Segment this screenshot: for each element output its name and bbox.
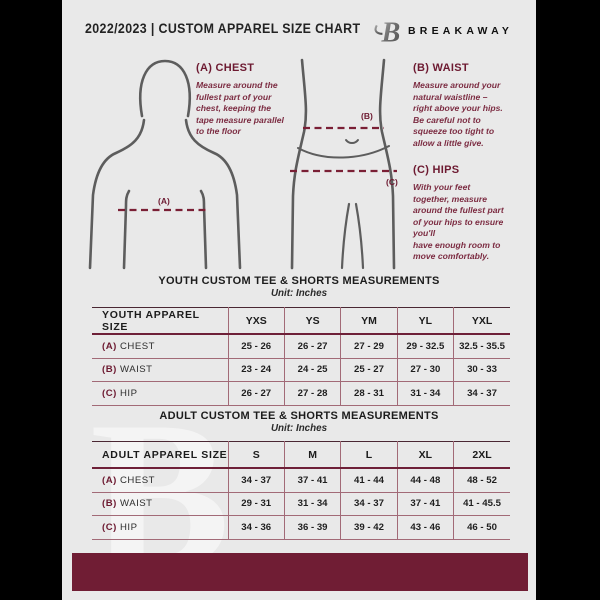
youth-table-unit: Unit: Inches xyxy=(270,288,328,299)
row-name: HIP xyxy=(116,387,138,399)
cell: 48 - 52 xyxy=(453,468,510,492)
cell: 26 - 27 xyxy=(283,334,341,358)
cell: 34 - 36 xyxy=(227,515,285,539)
youth-size-label: YOUTH APPAREL SIZE xyxy=(102,308,200,333)
youth-table-title: YOUTH CUSTOM TEE & SHORTS MEASUREMENTS xyxy=(158,275,440,287)
cell: 29 - 32.5 xyxy=(396,334,454,358)
hips-guide-heading: (C) HIPS xyxy=(413,164,460,176)
cell: 34 - 37 xyxy=(453,381,510,405)
breakaway-logo-icon: B xyxy=(374,17,400,48)
page-title: 2022/2023 | CUSTOM APPAREL SIZE CHART xyxy=(85,21,361,36)
row-label: (C) HIP xyxy=(92,516,228,540)
row-key: (B) xyxy=(102,364,117,376)
cell: 41 - 45.5 xyxy=(453,492,510,516)
cell: 27 - 30 xyxy=(396,358,454,382)
table-row-hip: (C) HIP 26 - 27 27 - 28 28 - 31 31 - 34 … xyxy=(92,381,510,406)
cell: 39 - 42 xyxy=(340,515,398,539)
logo-letter: B xyxy=(380,17,400,48)
marker-a-label: (A) xyxy=(158,196,170,206)
adult-table-title: ADULT CUSTOM TEE & SHORTS MEASUREMENTS xyxy=(159,410,439,422)
chest-guide-text: Measure around the fullest part of your … xyxy=(196,80,284,136)
waist-guide-text: Measure around your natural waistline – … xyxy=(413,80,503,148)
row-name: WAIST xyxy=(116,498,153,510)
table-header-row: YOUTH APPAREL SIZE YXS YS YM YL YXL xyxy=(92,307,510,334)
row-key: (A) xyxy=(102,474,117,486)
waist-guide: (B) WAIST Measure around your natural wa… xyxy=(413,62,527,149)
row-name: HIP xyxy=(116,521,138,533)
cell: 23 - 24 xyxy=(227,358,285,382)
marker-b-label: (B) xyxy=(361,111,373,121)
brand-name: BREAKAWAY xyxy=(408,25,514,37)
cell: 34 - 37 xyxy=(340,492,398,516)
cell: 31 - 34 xyxy=(283,492,341,516)
table-row-hip: (C) HIP 34 - 36 36 - 39 39 - 42 43 - 46 … xyxy=(92,515,510,540)
cell: 25 - 26 xyxy=(227,334,285,358)
cell: 30 - 33 xyxy=(453,358,510,382)
hips-guide: (C) HIPS With your feet together, measur… xyxy=(413,164,527,263)
table-header-row: ADULT APPAREL SIZE S M L XL 2XL xyxy=(92,441,510,468)
marker-c-label: (C) xyxy=(386,177,398,187)
cell: 43 - 46 xyxy=(396,515,454,539)
row-label: (B) WAIST xyxy=(92,492,228,516)
row-name: CHEST xyxy=(116,474,156,486)
footer-accent-bar xyxy=(72,553,528,591)
cell: 37 - 41 xyxy=(283,468,341,492)
cell: 36 - 39 xyxy=(283,515,341,539)
cell: 28 - 31 xyxy=(340,381,398,405)
cell: 27 - 28 xyxy=(283,381,341,405)
cell: 46 - 50 xyxy=(453,515,510,539)
table-row-chest: (A) CHEST 34 - 37 37 - 41 41 - 44 44 - 4… xyxy=(92,468,510,492)
column-header: 2XL xyxy=(453,441,510,468)
hips-guide-text: With your feet together, measure around … xyxy=(413,182,504,261)
cell: 24 - 25 xyxy=(283,358,341,382)
row-name: CHEST xyxy=(116,340,156,352)
adult-size-label: ADULT APPAREL SIZE xyxy=(102,448,228,461)
chest-guide-heading: (A) CHEST xyxy=(196,62,255,74)
cell: 26 - 27 xyxy=(227,381,285,405)
row-label: (A) CHEST xyxy=(92,468,228,492)
row-key: (B) xyxy=(102,498,117,510)
chest-guide: (A) CHEST Measure around the fullest par… xyxy=(196,62,310,138)
cell: 34 - 37 xyxy=(227,468,285,492)
row-key: (C) xyxy=(102,521,117,533)
column-header: YS xyxy=(283,307,341,334)
cell: 27 - 29 xyxy=(340,334,398,358)
adult-table-unit: Unit: Inches xyxy=(270,423,328,434)
row-label: (B) WAIST xyxy=(92,358,228,382)
cell: 41 - 44 xyxy=(340,468,398,492)
row-label: (C) HIP xyxy=(92,382,228,406)
row-label: (A) CHEST xyxy=(92,334,228,358)
youth-size-table: YOUTH APPAREL SIZE YXS YS YM YL YXL (A) … xyxy=(92,307,510,406)
cell: 32.5 - 35.5 xyxy=(453,334,510,358)
column-header: YXL xyxy=(453,307,510,334)
cell: 37 - 41 xyxy=(396,492,454,516)
cell: 25 - 27 xyxy=(340,358,398,382)
waist-guide-heading: (B) WAIST xyxy=(413,62,469,74)
row-key: (A) xyxy=(102,340,117,352)
column-header: YM xyxy=(340,307,398,334)
column-header: L xyxy=(340,441,398,468)
column-header: XL xyxy=(396,441,454,468)
row-name: WAIST xyxy=(116,364,153,376)
adult-size-table: ADULT APPAREL SIZE S M L XL 2XL (A) CHES… xyxy=(92,441,510,540)
table-row-waist: (B) WAIST 23 - 24 24 - 25 25 - 27 27 - 3… xyxy=(92,358,510,382)
column-header: S xyxy=(227,441,285,468)
column-header: YL xyxy=(396,307,454,334)
table-row-waist: (B) WAIST 29 - 31 31 - 34 34 - 37 37 - 4… xyxy=(92,492,510,516)
size-chart-page: 2022/2023 | CUSTOM APPAREL SIZE CHART B … xyxy=(62,0,536,600)
cell: 31 - 34 xyxy=(396,381,454,405)
column-header: YXS xyxy=(227,307,285,334)
row-key: (C) xyxy=(102,387,117,399)
cell: 29 - 31 xyxy=(227,492,285,516)
column-header: M xyxy=(283,441,341,468)
table-row-chest: (A) CHEST 25 - 26 26 - 27 27 - 29 29 - 3… xyxy=(92,334,510,358)
cell: 44 - 48 xyxy=(396,468,454,492)
